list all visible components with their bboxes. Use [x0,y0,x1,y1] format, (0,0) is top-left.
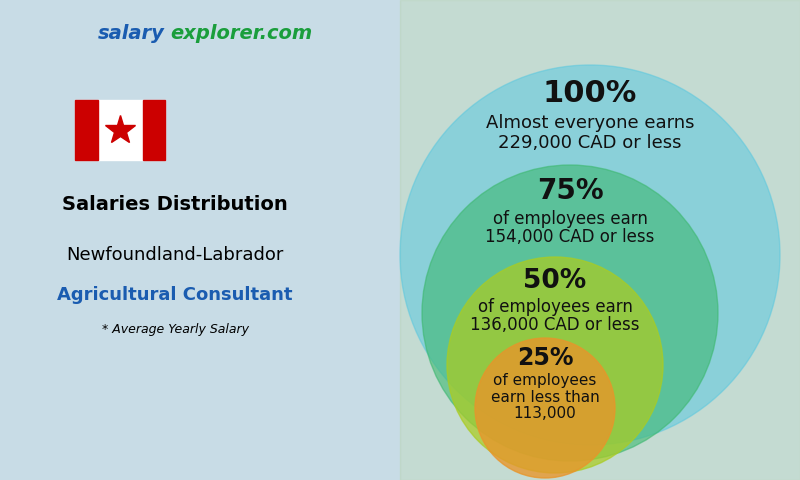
Text: 113,000: 113,000 [514,406,576,420]
Text: of employees earn: of employees earn [493,210,647,228]
Circle shape [447,257,663,473]
Text: 136,000 CAD or less: 136,000 CAD or less [470,316,640,334]
Text: 25%: 25% [517,346,574,370]
Text: salary: salary [98,24,165,43]
Text: * Average Yearly Salary: * Average Yearly Salary [102,324,249,336]
Text: of employees: of employees [494,373,597,388]
Text: 229,000 CAD or less: 229,000 CAD or less [498,134,682,152]
Bar [400,0,800,480]
Text: 154,000 CAD or less: 154,000 CAD or less [486,228,654,246]
Text: Newfoundland-Labrador: Newfoundland-Labrador [66,246,284,264]
Text: explorer.com: explorer.com [170,24,312,43]
Text: of employees earn: of employees earn [478,298,633,316]
Text: earn less than: earn less than [490,389,599,405]
Bar [75,100,165,160]
Text: 50%: 50% [523,268,586,294]
Text: Salaries Distribution: Salaries Distribution [62,195,288,215]
Bar [142,100,165,160]
Text: Almost everyone earns: Almost everyone earns [486,114,694,132]
Bar [0,0,400,480]
Circle shape [400,65,780,445]
Circle shape [475,338,615,478]
Text: 100%: 100% [543,79,637,108]
Text: 75%: 75% [537,177,603,205]
Text: Agricultural Consultant: Agricultural Consultant [58,286,293,304]
Circle shape [422,165,718,461]
Bar [75,100,98,160]
